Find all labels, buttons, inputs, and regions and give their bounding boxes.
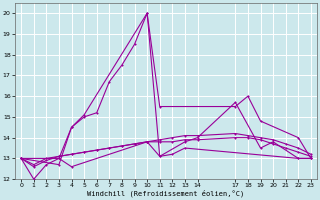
X-axis label: Windchill (Refroidissement éolien,°C): Windchill (Refroidissement éolien,°C) (87, 190, 245, 197)
